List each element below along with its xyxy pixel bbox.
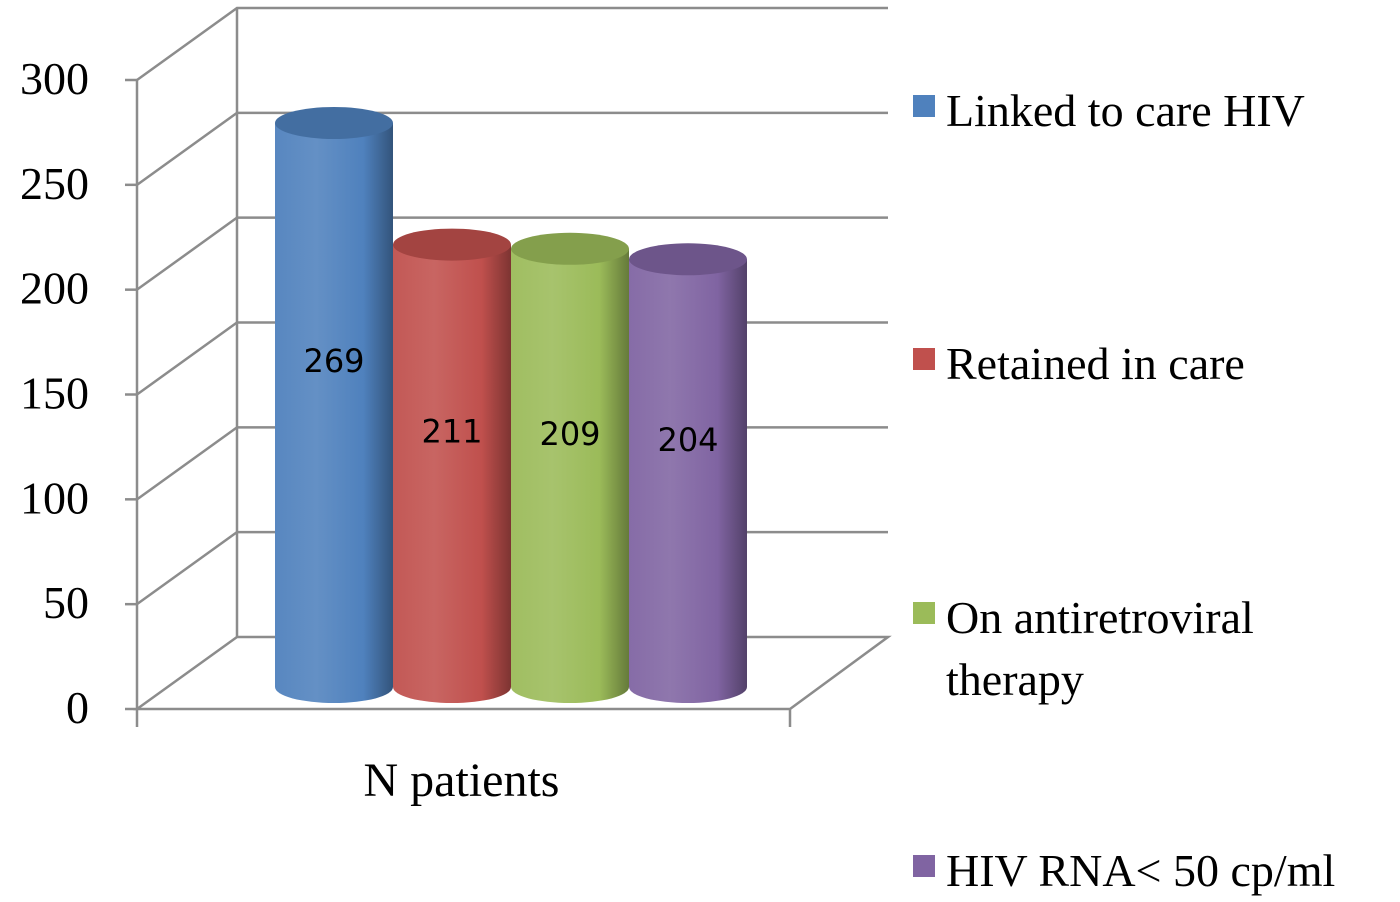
- y-tick-label: 200: [20, 263, 89, 314]
- x-category-labels: N patients: [364, 754, 560, 807]
- bar-top-2: [393, 228, 511, 261]
- bar-3: [511, 248, 629, 703]
- y-tick-label: 0: [66, 682, 89, 733]
- data-label-3: 209: [539, 415, 600, 453]
- gridlines: [136, 6, 888, 606]
- y-tick-label: 150: [20, 368, 89, 419]
- bar-top-1: [275, 106, 393, 139]
- gridline: [136, 111, 888, 186]
- y-axis: [125, 78, 792, 727]
- gridline: [136, 216, 888, 291]
- y-tick-labels: 0 50 100 150 200 250 300: [20, 53, 89, 733]
- bar-1: [275, 122, 393, 704]
- legend-swatch-4: [913, 855, 935, 877]
- legend-swatch-2: [913, 348, 935, 370]
- legend-label-4: HIV RNA< 50 cp/ml: [946, 845, 1335, 896]
- legend-label-3: therapy: [946, 654, 1084, 705]
- data-labels: 269 211 209 204: [303, 342, 718, 459]
- legend-label-1: Linked to care HIV: [946, 85, 1305, 136]
- bar-top-3: [511, 232, 629, 265]
- bar-top-4: [629, 243, 747, 276]
- y-tick-label: 250: [20, 158, 89, 209]
- legend: Linked to care HIV Retained in care On ant…: [913, 85, 1335, 896]
- legend-swatch-3: [913, 602, 935, 624]
- bars: [275, 106, 747, 704]
- data-label-1: 269: [303, 342, 364, 380]
- y-tick-label: 50: [43, 577, 89, 628]
- bar-4: [629, 259, 747, 703]
- y-tick-label: 100: [20, 472, 89, 523]
- gridline: [136, 6, 888, 82]
- data-label-2: 211: [421, 412, 482, 450]
- x-category-label: N patients: [364, 754, 560, 807]
- legend-swatch-1: [913, 95, 935, 117]
- y-tick-label: 300: [20, 53, 89, 104]
- floor: [133, 635, 892, 711]
- legend-label-3: On antiretroviral: [946, 592, 1254, 643]
- legend-label-2: Retained in care: [946, 338, 1245, 389]
- data-label-4: 204: [657, 421, 718, 459]
- bar-2: [393, 244, 511, 703]
